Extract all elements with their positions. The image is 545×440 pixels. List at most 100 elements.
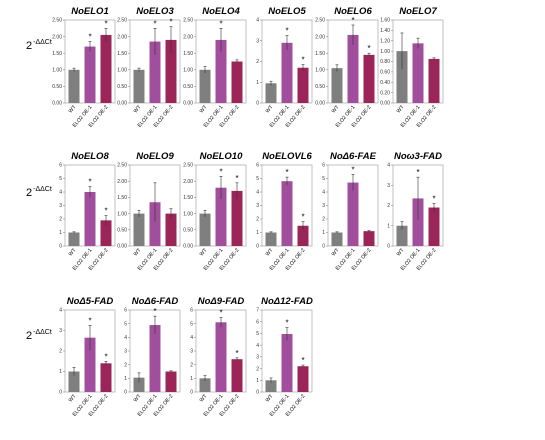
bar-elo2-oe-2 [100, 220, 112, 246]
bar-wt [133, 213, 145, 246]
x-tick-label: WT [265, 393, 275, 404]
y-tick-label: 4 [256, 343, 259, 349]
y-tick-label: 0.00 [183, 101, 193, 107]
x-tick-label: WT [68, 104, 78, 115]
x-tick-label: WT [133, 393, 143, 404]
y-tick-label: 4 [59, 308, 62, 314]
y-tick-label: 4 [124, 335, 127, 341]
bar-elo2-oe-2 [100, 363, 112, 392]
y-tick-label: 1.00 [117, 211, 127, 217]
y-tick-label: 3 [124, 349, 127, 355]
bar-elo2-oe-1 [215, 322, 227, 392]
y-tick-label: 0.00 [117, 101, 127, 107]
significance-asterisk: * [235, 349, 238, 358]
bar-elo2-oe-1 [281, 334, 293, 392]
bar-elo2-oe-1 [84, 192, 96, 246]
bar-elo2-oe-1 [215, 187, 227, 246]
significance-asterisk: * [285, 319, 288, 328]
significance-asterisk: * [88, 316, 91, 325]
chart-title: NoELOVL6 [262, 151, 312, 162]
x-tick-label: WT [199, 247, 209, 258]
chart-title: NoELO9 [136, 151, 174, 162]
chart-title: NoΔ9-FAD [198, 296, 245, 307]
bar-elo2-oe-2 [231, 61, 243, 103]
x-tick-label: WT [68, 247, 78, 258]
y-tick-label: 0 [387, 244, 390, 250]
bar-elo2-oe-1 [84, 337, 96, 392]
significance-asterisk: * [219, 19, 222, 28]
y-tick-label: 1 [190, 376, 193, 382]
y-tick-label: 5 [322, 176, 325, 182]
y-tick-label: 0 [256, 390, 259, 396]
significance-asterisk: * [351, 165, 354, 174]
significance-asterisk: * [104, 207, 107, 216]
y-tick-label: 1 [59, 369, 62, 375]
x-tick-label: WT [396, 247, 406, 258]
bar-elo2-oe-2 [297, 67, 309, 103]
bar-wt [199, 69, 211, 103]
y-tick-label: 1.60 [380, 18, 390, 24]
y-tick-label: 1 [322, 230, 325, 236]
chart-title: NoELO7 [399, 6, 437, 17]
bar-wt [331, 68, 343, 103]
bar-wt [265, 232, 277, 246]
bar-wt [68, 371, 80, 392]
y-tick-label: 1.50 [183, 51, 193, 57]
y-axis-label-exponent: -ΔΔCt [33, 39, 52, 46]
y-tick-label: 1 [59, 230, 62, 236]
significance-asterisk: * [169, 18, 172, 27]
y-tick-label: 2 [190, 362, 193, 368]
chart-title: NoELO6 [334, 6, 372, 17]
x-tick-label: WT [265, 247, 275, 258]
significance-asterisk: * [432, 194, 435, 203]
bar-elo2-oe-1 [281, 42, 293, 103]
y-tick-label: 6 [256, 319, 259, 325]
y-axis-label-row-3: 2-ΔΔCt [26, 329, 52, 342]
y-tick-label: 1.50 [315, 51, 325, 57]
x-tick-label: WT [265, 104, 275, 115]
y-tick-label: 1.40 [380, 28, 390, 34]
significance-asterisk: * [88, 33, 91, 42]
y-tick-label: 3 [59, 328, 62, 334]
bar-elo2-oe-1 [149, 202, 161, 246]
y-tick-label: 0.00 [183, 244, 193, 250]
x-tick-label: WT [396, 104, 406, 115]
bar-elo2-oe-2 [231, 190, 243, 246]
y-tick-label: 2.50 [117, 163, 127, 169]
y-tick-label: 2.00 [315, 34, 325, 40]
y-tick-label: 1.50 [117, 195, 127, 201]
y-tick-label: 4 [322, 190, 325, 196]
significance-asterisk: * [153, 307, 156, 316]
y-tick-label: 0.60 [380, 70, 390, 76]
y-tick-label: 1.50 [183, 195, 193, 201]
bar-elo2-oe-2 [165, 213, 177, 246]
x-tick-label: WT [133, 247, 143, 258]
bar-elo2-oe-2 [297, 225, 309, 246]
y-tick-label: 3 [256, 38, 259, 44]
bar-elo2-oe-1 [281, 181, 293, 246]
y-tick-label: 7 [256, 308, 259, 314]
y-tick-label: 5 [124, 321, 127, 327]
bar-wt [331, 232, 343, 246]
y-tick-label: 5 [190, 321, 193, 327]
y-tick-label: 4 [256, 190, 259, 196]
y-tick-label: 2 [387, 203, 390, 209]
y-tick-label: 1 [387, 223, 390, 229]
y-tick-label: 2.00 [117, 179, 127, 185]
bar-elo2-oe-2 [165, 371, 177, 392]
bar-elo2-oe-1 [149, 41, 161, 103]
bar-elo2-oe-1 [215, 39, 227, 103]
y-axis-label-row-1: 2-ΔΔCt [26, 39, 52, 52]
y-tick-label: 1 [256, 230, 259, 236]
significance-asterisk: * [104, 352, 107, 361]
y-tick-label: 0 [59, 390, 62, 396]
y-tick-label: 0 [322, 244, 325, 250]
x-tick-label: WT [199, 104, 209, 115]
